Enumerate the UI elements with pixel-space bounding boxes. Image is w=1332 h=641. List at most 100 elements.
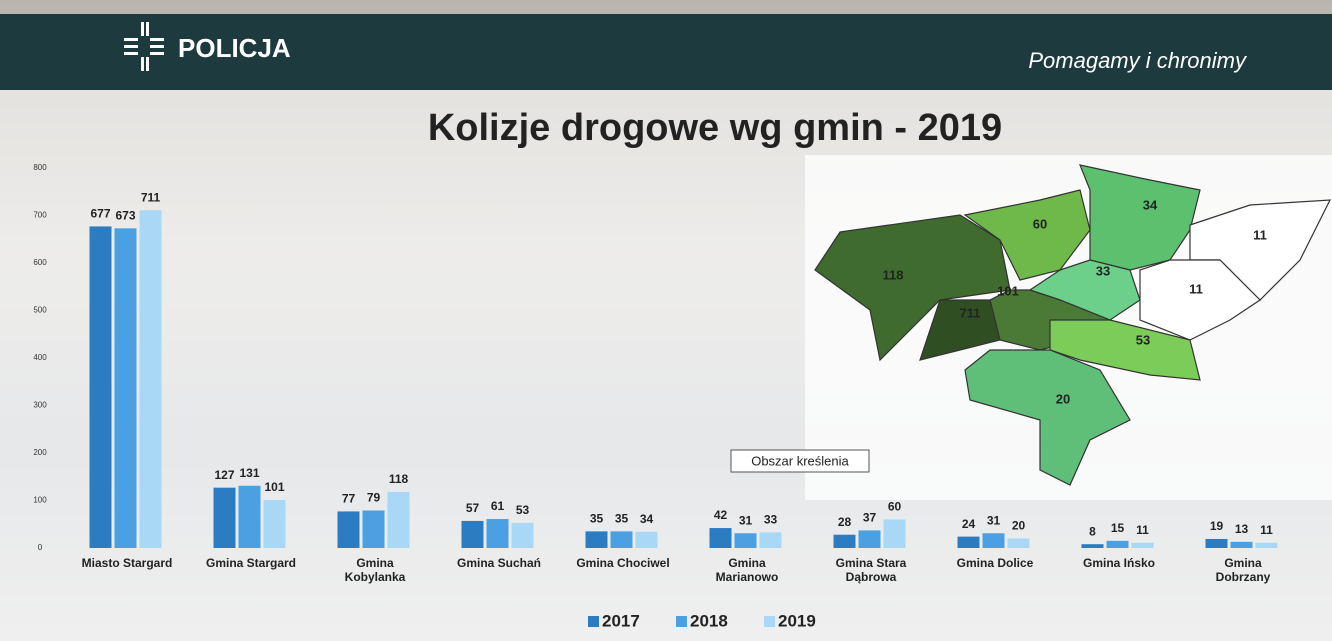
value-label: 34 <box>640 512 654 526</box>
map <box>814 164 1332 486</box>
value-label: 131 <box>239 466 259 480</box>
map-label: 60 <box>1033 216 1047 231</box>
value-label: 15 <box>1111 521 1125 535</box>
legend-swatch <box>588 616 599 627</box>
value-label: 35 <box>615 512 629 526</box>
bar <box>89 226 112 549</box>
bar <box>1081 544 1104 548</box>
value-label: 101 <box>264 480 284 494</box>
x-tick-label: Gmina Ińsko <box>1082 556 1156 570</box>
bar <box>585 531 608 548</box>
value-label: 8 <box>1089 524 1096 538</box>
map-label: 101 <box>997 283 1019 298</box>
bar <box>263 500 286 548</box>
legend-label: 2017 <box>602 611 640 630</box>
region <box>963 189 1091 281</box>
y-tick-label: 800 <box>33 163 47 172</box>
value-label: 57 <box>466 501 480 515</box>
legend-label: 2019 <box>778 611 816 630</box>
value-label: 118 <box>389 472 409 486</box>
bar <box>337 511 360 548</box>
chart-title: Kolizje drogowe wg gmin - 2019 <box>428 107 1002 149</box>
legend-label: 2018 <box>690 611 728 630</box>
bar <box>511 522 534 548</box>
region <box>1139 259 1261 341</box>
y-tick-label: 400 <box>33 353 47 362</box>
x-tick-label: Gmina Stargard <box>205 556 297 570</box>
region <box>919 299 1001 361</box>
bar <box>114 228 137 548</box>
region <box>964 349 1131 486</box>
bar <box>1106 540 1129 548</box>
x-tick-label: Gmina Kobylanka <box>344 556 406 584</box>
value-label: 19 <box>1210 519 1224 533</box>
value-label: 24 <box>962 517 976 531</box>
value-label: 127 <box>214 468 234 482</box>
value-label: 673 <box>115 208 135 222</box>
value-label: 42 <box>714 508 728 522</box>
bar <box>635 531 658 548</box>
value-label: 13 <box>1235 522 1249 536</box>
x-tick-label: Gmina Dobrzany <box>1215 556 1271 584</box>
value-label: 33 <box>764 512 778 526</box>
x-tick-label: Gmina Suchań <box>456 556 542 570</box>
bar <box>238 485 261 548</box>
bar <box>1007 538 1030 548</box>
map-label: 53 <box>1136 332 1150 347</box>
x-tick-label: Gmina Stara Dąbrowa <box>835 556 907 584</box>
bar <box>387 491 410 548</box>
map-label: 11 <box>1253 227 1267 242</box>
map-labels: 118 60 34 11 33 11 101 711 53 20 <box>883 197 1267 406</box>
y-tick-label: 300 <box>33 401 47 410</box>
map-label: 11 <box>1189 281 1203 296</box>
header-bar <box>0 14 1332 90</box>
bar <box>833 534 856 548</box>
bar <box>1131 542 1154 548</box>
bar <box>1230 541 1253 548</box>
bar <box>1205 538 1228 548</box>
value-label: 11 <box>1136 523 1149 537</box>
region <box>1079 164 1201 271</box>
legend-swatch <box>676 616 687 627</box>
y-tick-label: 500 <box>33 306 47 315</box>
value-label: 711 <box>141 190 161 204</box>
value-label: 31 <box>987 513 1001 527</box>
map-label: 711 <box>960 305 981 320</box>
y-tick-label: 0 <box>38 543 43 552</box>
bar <box>486 519 509 548</box>
tooltip-box <box>730 449 870 473</box>
map-label: 34 <box>1143 197 1158 212</box>
value-label: 11 <box>1260 523 1273 537</box>
value-label: 79 <box>367 491 381 505</box>
slogan: Pomagamy i chronimy <box>1028 48 1248 73</box>
map-label: 20 <box>1056 391 1070 406</box>
y-tick-label: 700 <box>33 211 47 220</box>
value-label: 37 <box>863 511 877 525</box>
y-tick-label: 600 <box>33 258 47 267</box>
bar <box>610 531 633 548</box>
bar <box>139 210 162 548</box>
bar <box>1255 542 1278 548</box>
bar <box>734 533 757 548</box>
value-label: 60 <box>888 500 902 514</box>
bar <box>709 528 732 548</box>
value-label: 35 <box>590 512 604 526</box>
brand: POLICJA <box>178 33 291 63</box>
x-tick-label: Gmina Marianowo <box>715 556 779 584</box>
bar <box>982 533 1005 548</box>
bar <box>883 519 906 548</box>
bar <box>362 510 385 548</box>
bar <box>759 532 782 548</box>
value-label: 31 <box>739 513 753 527</box>
value-label: 677 <box>90 207 110 221</box>
value-label: 61 <box>491 499 505 513</box>
value-label: 20 <box>1012 519 1026 533</box>
x-tick-label: Gmina Dolice <box>956 556 1034 570</box>
map-label: 33 <box>1096 263 1110 278</box>
tooltip: Obszar kreślenia <box>751 453 849 468</box>
legend-swatch <box>764 616 775 627</box>
bar <box>213 487 236 548</box>
bar <box>461 520 484 548</box>
